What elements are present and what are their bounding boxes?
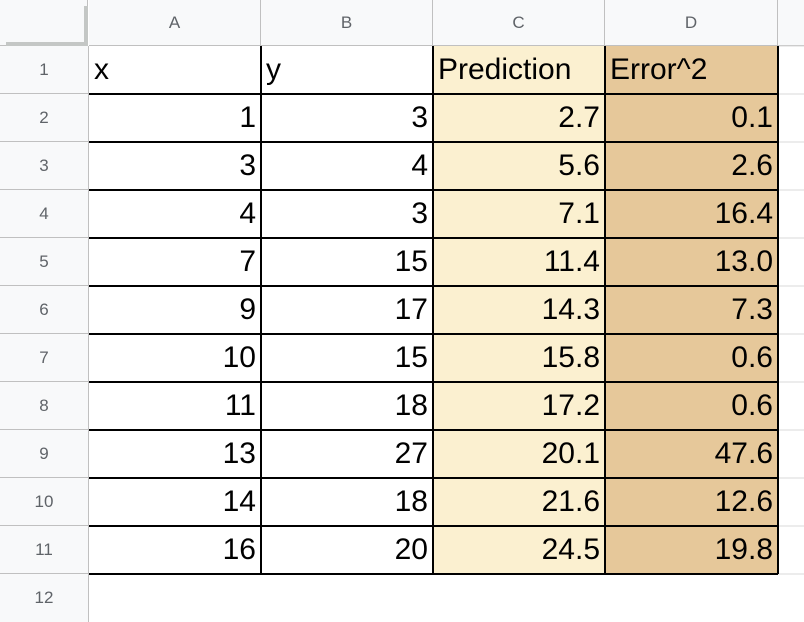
- row-header-12[interactable]: 12: [0, 574, 89, 622]
- cell-c3[interactable]: 5.6: [433, 142, 605, 190]
- row-header-9[interactable]: 9: [0, 430, 89, 478]
- cell-b1[interactable]: y: [266, 53, 281, 86]
- cell-d8[interactable]: 0.6: [605, 382, 778, 430]
- cell-a11[interactable]: 16: [222, 533, 256, 566]
- row-header-6[interactable]: 6: [0, 286, 89, 334]
- row-header-2[interactable]: 2: [0, 94, 89, 142]
- cell-b11[interactable]: 20: [394, 533, 428, 566]
- cell-b3[interactable]: 4: [411, 149, 428, 182]
- cell-d2[interactable]: 0.1: [605, 94, 778, 142]
- row-header-1[interactable]: 1: [0, 46, 89, 94]
- cell-a10[interactable]: 14: [222, 485, 256, 518]
- cell-c8[interactable]: 17.2: [433, 382, 605, 430]
- cell-a8[interactable]: 11: [224, 389, 256, 422]
- cell-a2[interactable]: 1: [239, 101, 256, 134]
- cell-b6[interactable]: 17: [394, 293, 428, 326]
- cell-c5[interactable]: 11.4: [433, 238, 605, 286]
- cell-d5[interactable]: 13.0: [605, 238, 778, 286]
- cell-b5[interactable]: 15: [394, 245, 428, 278]
- cell-a4[interactable]: 4: [239, 197, 256, 230]
- column-header-b[interactable]: B: [261, 0, 433, 46]
- row-header-5[interactable]: 5: [0, 238, 89, 286]
- cell-d7[interactable]: 0.6: [605, 334, 778, 382]
- row-header-10[interactable]: 10: [0, 478, 89, 526]
- cell-c11[interactable]: 24.5: [433, 526, 605, 574]
- cell-b2[interactable]: 3: [411, 101, 428, 134]
- cell-a6[interactable]: 9: [239, 293, 256, 326]
- cell-d6[interactable]: 7.3: [605, 286, 778, 334]
- cell-c9[interactable]: 20.1: [433, 430, 605, 478]
- select-all-corner[interactable]: [0, 0, 88, 46]
- row-header-11[interactable]: 11: [0, 526, 89, 574]
- cell-a5[interactable]: 7: [239, 245, 256, 278]
- cell-c4[interactable]: 7.1: [433, 190, 605, 238]
- cell-c1[interactable]: Prediction: [433, 46, 605, 94]
- cell-c10[interactable]: 21.6: [433, 478, 605, 526]
- cell-d3[interactable]: 2.6: [605, 142, 778, 190]
- cell-d9[interactable]: 47.6: [605, 430, 778, 478]
- cell-d11[interactable]: 19.8: [605, 526, 778, 574]
- cell-b4[interactable]: 3: [411, 197, 428, 230]
- cell-d4[interactable]: 16.4: [605, 190, 778, 238]
- column-header-e[interactable]: [778, 0, 804, 46]
- cell-a3[interactable]: 3: [239, 149, 256, 182]
- column-header-d[interactable]: D: [605, 0, 778, 46]
- row-header-4[interactable]: 4: [0, 190, 89, 238]
- cell-c6[interactable]: 14.3: [433, 286, 605, 334]
- cell-b8[interactable]: 18: [394, 389, 428, 422]
- cell-d10[interactable]: 12.6: [605, 478, 778, 526]
- row-header-7[interactable]: 7: [0, 334, 89, 382]
- column-header-c[interactable]: C: [433, 0, 605, 46]
- column-header-a[interactable]: A: [89, 0, 261, 46]
- cell-a7[interactable]: 10: [222, 341, 256, 374]
- cell-a9[interactable]: 13: [222, 437, 256, 470]
- row-header-3[interactable]: 3: [0, 142, 89, 190]
- cell-a1[interactable]: x: [94, 53, 109, 86]
- cell-c7[interactable]: 15.8: [433, 334, 605, 382]
- row-header-8[interactable]: 8: [0, 382, 89, 430]
- cell-d1[interactable]: Error^2: [605, 46, 778, 94]
- cell-c2[interactable]: 2.7: [433, 94, 605, 142]
- cell-b7[interactable]: 15: [394, 341, 428, 374]
- cell-b10[interactable]: 18: [394, 485, 428, 518]
- cell-b9[interactable]: 27: [394, 437, 428, 470]
- empty-column-e[interactable]: [778, 46, 804, 600]
